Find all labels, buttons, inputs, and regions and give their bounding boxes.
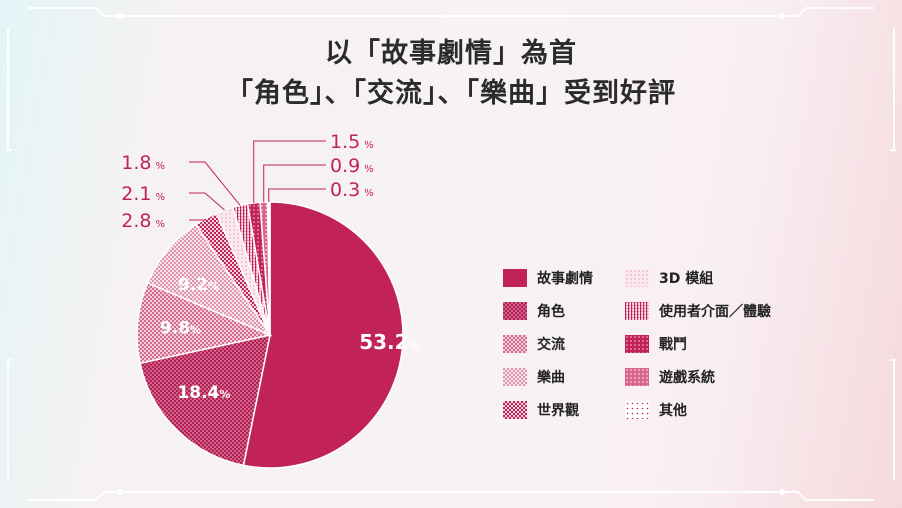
legend-item-8: 戰鬥 (625, 334, 687, 354)
chart-title: 以「故事劇情」為首 「角色」、「交流」、「樂曲」受到好評 (0, 34, 902, 114)
pie-slice-2 (139, 334, 271, 467)
legend-label-1: 故事劇情 (537, 271, 593, 287)
slice-label-3: 9.8% (160, 318, 201, 338)
slice-label-7: 1.8% (121, 152, 165, 174)
legend-item-3: 交流 (503, 334, 565, 354)
legend-swatch-7 (625, 302, 649, 320)
legend-item-1: 故事劇情 (503, 268, 593, 288)
leader-line-5 (189, 218, 207, 221)
slice-label-6: 2.1% (121, 183, 165, 205)
legend-label-8: 戰鬥 (659, 337, 687, 353)
legend-item-2: 角色 (503, 301, 565, 321)
pie-slice-10 (266, 201, 271, 336)
legend-item-4: 樂曲 (503, 367, 565, 387)
leader-line-8 (253, 140, 326, 203)
leader-line-9 (263, 164, 326, 203)
slice-label-1: 53.2% (359, 330, 419, 354)
legend-item-7: 使用者介面／體驗 (625, 301, 771, 321)
legend-swatch-5 (503, 401, 527, 419)
legend-label-5: 世界觀 (537, 403, 579, 419)
leader-line-7 (189, 161, 241, 206)
leader-line-10 (268, 188, 326, 203)
legend-swatch-9 (625, 368, 649, 386)
legend-swatch-3 (503, 335, 527, 353)
legend-label-10: 其他 (659, 403, 687, 419)
legend-label-2: 角色 (537, 304, 565, 320)
legend-swatch-2 (503, 302, 527, 320)
legend-item-5: 世界觀 (503, 400, 579, 420)
leader-line-6 (189, 192, 225, 211)
legend-label-7: 使用者介面／體驗 (659, 304, 771, 320)
pie-slice-3 (136, 281, 273, 365)
legend-swatch-4 (503, 368, 527, 386)
title-line-1: 以「故事劇情」為首 (325, 38, 577, 69)
legend-label-9: 遊戲系統 (659, 370, 715, 386)
slice-label-9: 0.9% (330, 155, 374, 177)
slice-label-4: 9.2% (178, 275, 219, 295)
legend-label-3: 交流 (537, 337, 565, 353)
legend-label-4: 樂曲 (537, 370, 565, 386)
slice-label-10: 0.3% (330, 179, 374, 201)
legend-item-6: 3D 模組 (625, 268, 713, 288)
legend-item-9: 遊戲系統 (625, 367, 715, 387)
slice-label-8: 1.5% (330, 131, 374, 153)
legend-swatch-10 (625, 401, 649, 419)
legend-item-10: 其他 (625, 400, 687, 420)
legend-swatch-8 (625, 335, 649, 353)
legend-swatch-1 (503, 269, 527, 287)
legend-swatch-6 (625, 269, 649, 287)
title-line-2: 「角色」、「交流」、「樂曲」受到好評 (226, 78, 676, 109)
pie-slice-1 (242, 201, 404, 469)
legend-label-6: 3D 模組 (659, 271, 714, 287)
slice-label-2: 18.4% (177, 383, 230, 403)
slice-label-5: 2.8% (121, 210, 165, 232)
